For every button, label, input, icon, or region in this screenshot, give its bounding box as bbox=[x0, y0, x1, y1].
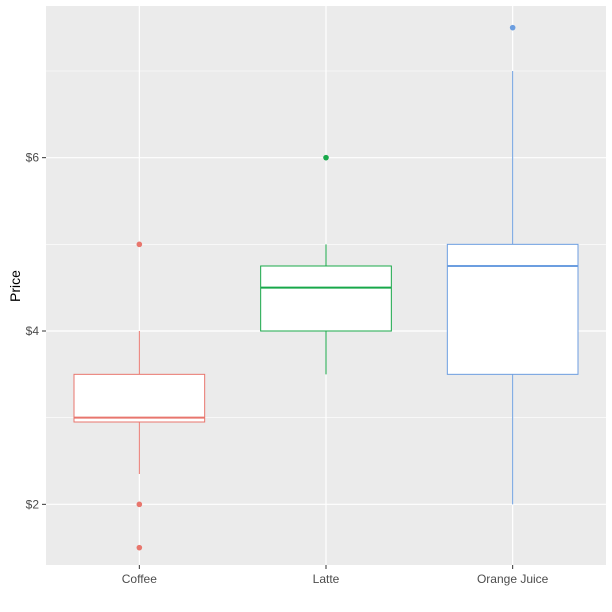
boxplot-coffee bbox=[73, 241, 206, 551]
y-axis-title: Price bbox=[7, 270, 23, 302]
x-axis: Coffee Latte Orange Juice bbox=[122, 565, 549, 586]
y-tick-label: $4 bbox=[26, 324, 40, 338]
y-tick-label: $6 bbox=[26, 151, 40, 165]
outlier-point bbox=[509, 24, 516, 31]
box bbox=[73, 373, 206, 423]
outlier-point bbox=[136, 241, 143, 248]
x-tick-label: Coffee bbox=[122, 572, 157, 586]
boxplot-latte bbox=[260, 154, 392, 375]
box bbox=[260, 265, 392, 332]
boxplots bbox=[73, 24, 579, 551]
boxplot-orange-juice bbox=[446, 24, 579, 505]
box bbox=[446, 243, 579, 375]
outlier-point bbox=[136, 501, 143, 508]
y-axis: $2 $4 $6 bbox=[26, 151, 46, 511]
outlier-point bbox=[323, 154, 329, 161]
y-tick-label: $2 bbox=[26, 497, 40, 511]
x-tick-label: Latte bbox=[313, 572, 340, 586]
x-tick-label: Orange Juice bbox=[477, 572, 549, 586]
outlier-point bbox=[136, 544, 143, 551]
